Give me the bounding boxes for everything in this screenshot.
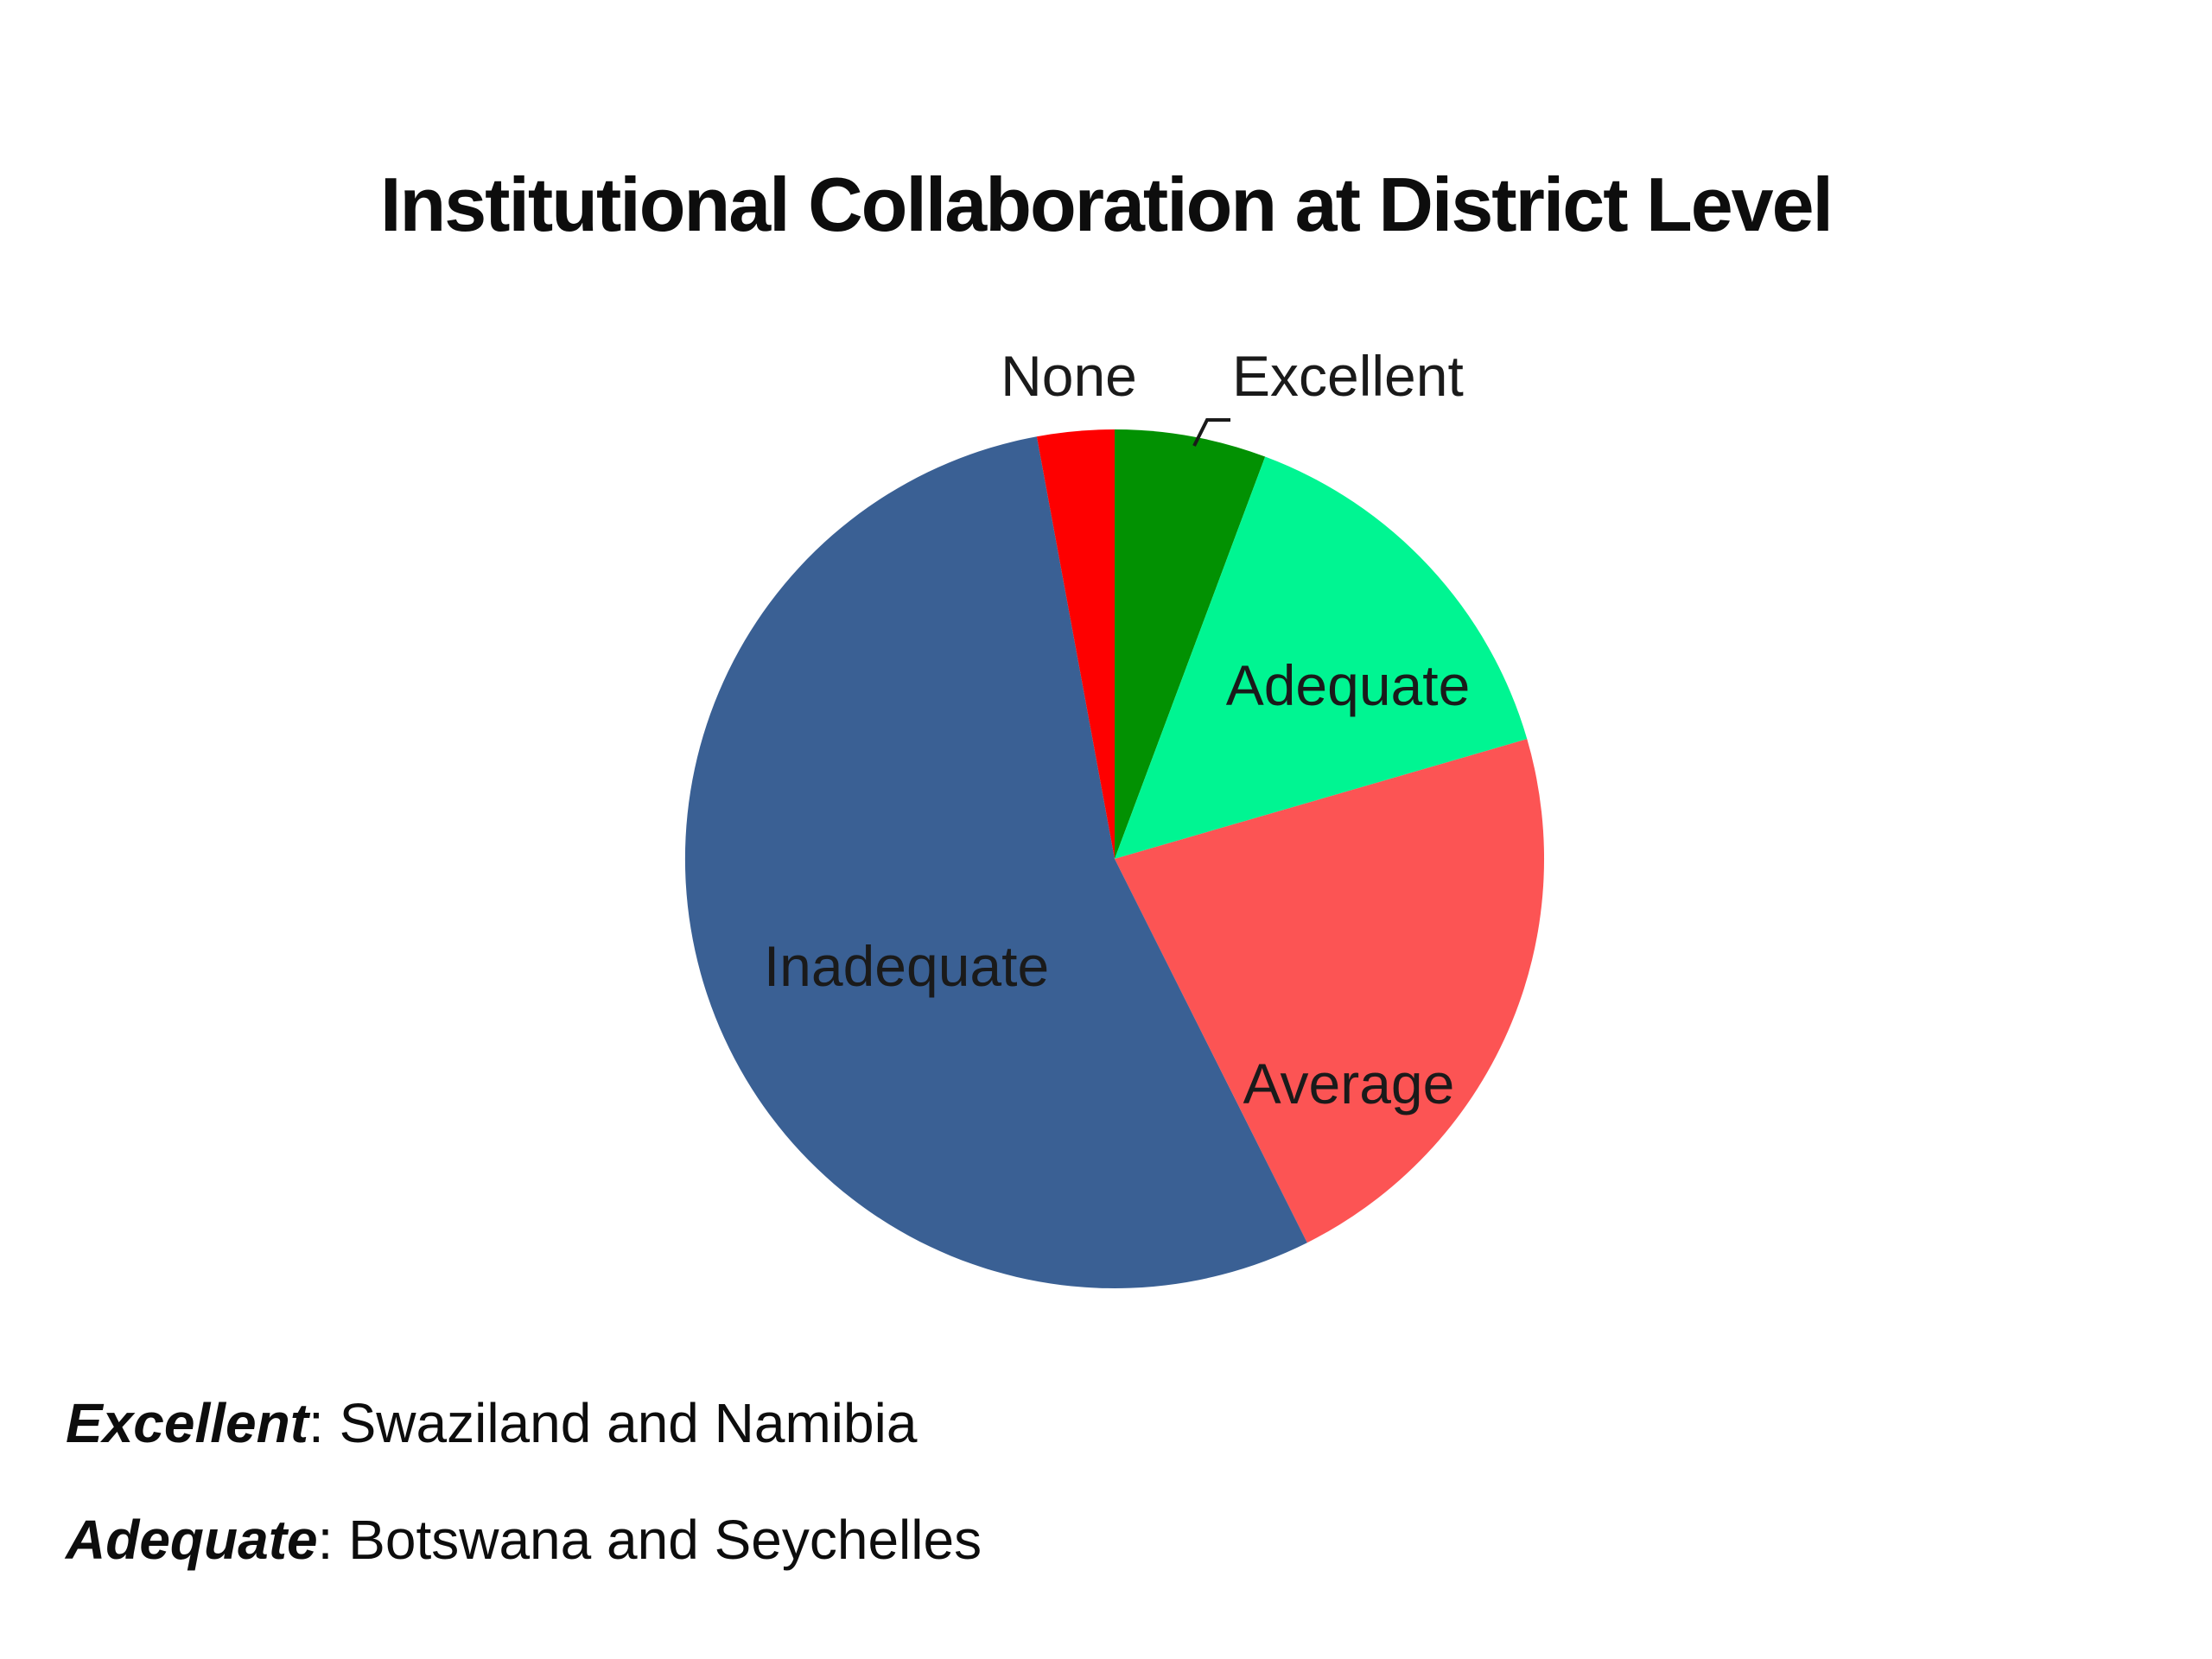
footnote-excellent-term: Excellent bbox=[66, 1392, 309, 1454]
leader-line-excellent bbox=[1192, 418, 1230, 447]
chart-title: Institutional Collaboration at District … bbox=[380, 162, 1834, 247]
slice-label-adequate: Adequate bbox=[1225, 653, 1471, 717]
footnote-excellent: Excellent: Swaziland and Namibia bbox=[66, 1395, 917, 1451]
footnote-adequate-text: : Botswana and Seychelles bbox=[317, 1509, 982, 1571]
pie-slice-inadequate bbox=[684, 436, 1307, 1288]
slice-label-average: Average bbox=[1243, 1052, 1455, 1116]
footnote-excellent-text: : Swaziland and Namibia bbox=[308, 1392, 918, 1454]
slice-label-excellent: Excellent bbox=[1232, 344, 1464, 408]
pie-slices bbox=[684, 429, 1545, 1288]
footnote-adequate-term: Adequate bbox=[66, 1509, 318, 1571]
slice-label-none: None bbox=[1001, 344, 1137, 408]
pie-slice-adequate bbox=[1115, 456, 1528, 859]
slice-label-inadequate: Inadequate bbox=[763, 934, 1050, 998]
pie-slice-excellent bbox=[1115, 429, 1266, 859]
footnote-adequate: Adequate: Botswana and Seychelles bbox=[66, 1512, 982, 1567]
pie-slice-average bbox=[1115, 739, 1545, 1243]
pie-slice-none bbox=[1036, 429, 1115, 859]
